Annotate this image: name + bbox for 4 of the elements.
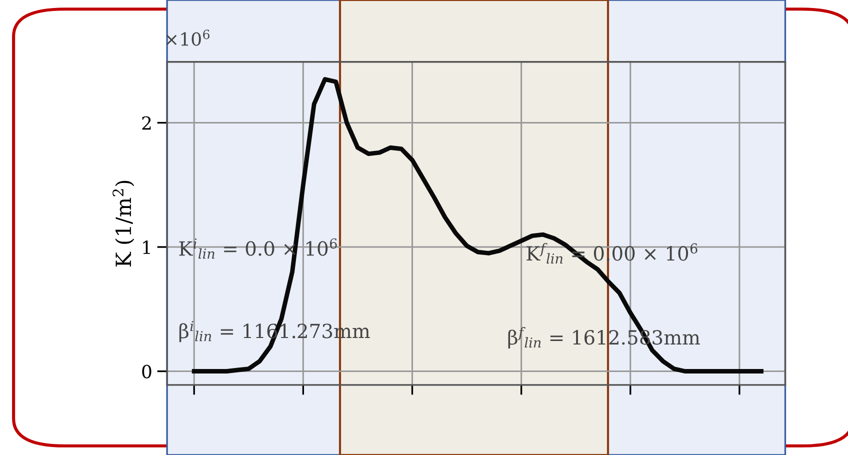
y-tick-label: 1 (143, 240, 150, 254)
y-axis-title: K (1/m$^{2}$) (112, 180, 134, 267)
y-tick-label: 2 (142, 116, 151, 130)
y-tick-label: 0 (142, 364, 152, 378)
